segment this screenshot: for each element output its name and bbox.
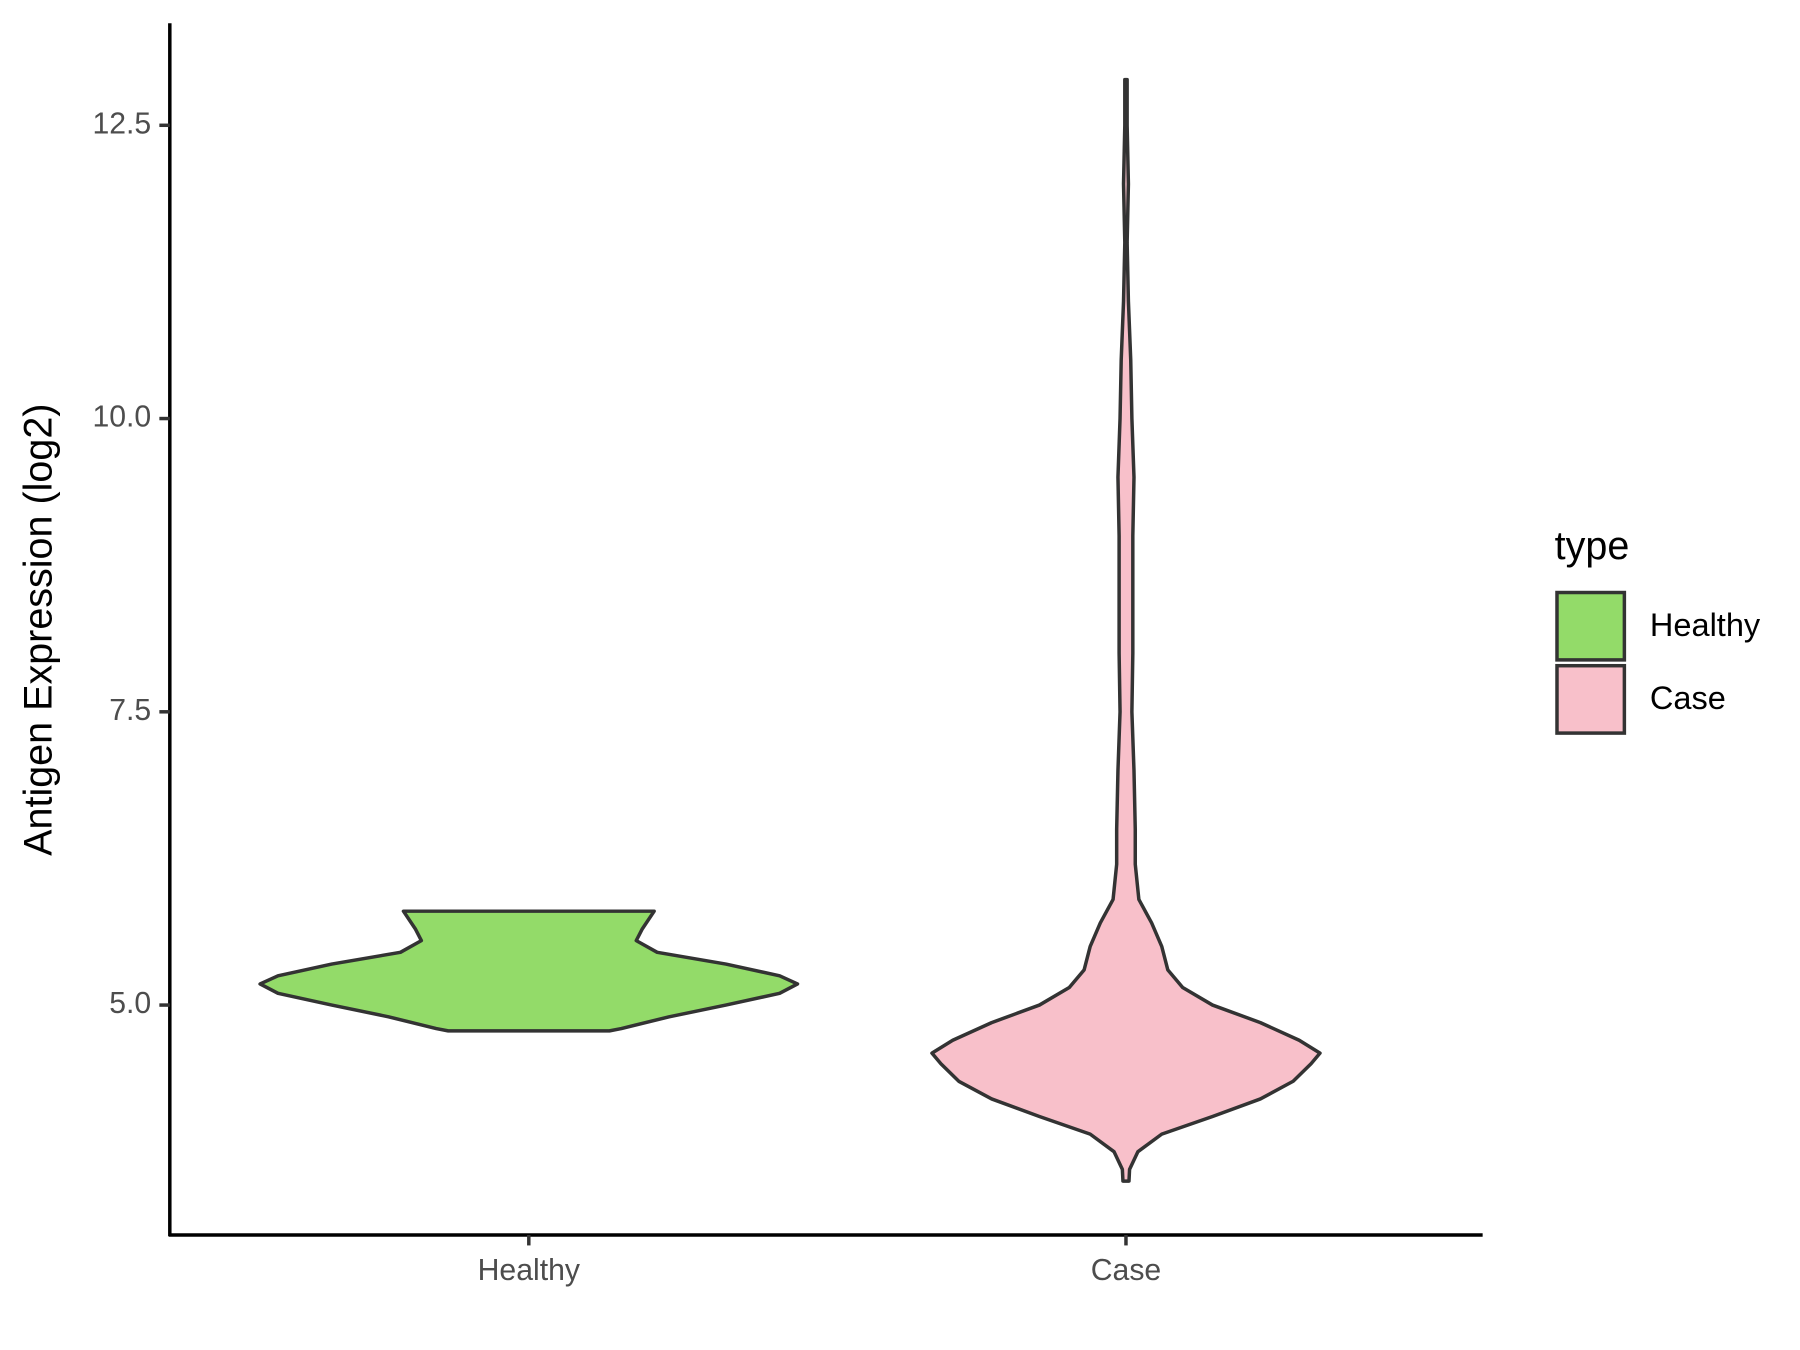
x-tick-label: Case — [1091, 1254, 1161, 1287]
y-tick-label: 5.0 — [109, 987, 151, 1020]
x-tick-label: Healthy — [478, 1254, 581, 1287]
legend-swatch — [1555, 663, 1627, 735]
y-tick-label: 10.0 — [92, 401, 151, 434]
legend-title: type — [1555, 524, 1630, 568]
legend-label: Healthy — [1650, 607, 1761, 643]
y-tick-label: 7.5 — [109, 694, 151, 727]
violin — [258, 909, 800, 1033]
violin — [930, 77, 1322, 1183]
legend-swatch — [1555, 590, 1627, 662]
y-tick-label: 12.5 — [92, 107, 151, 140]
legend-label: Case — [1650, 680, 1726, 716]
y-axis-title: Antigen Expression (log2) — [16, 404, 60, 856]
